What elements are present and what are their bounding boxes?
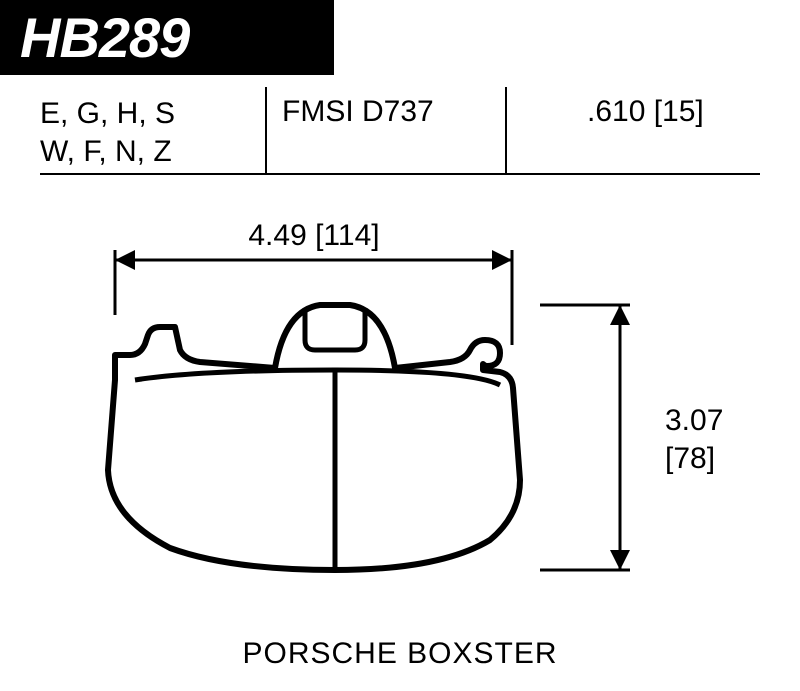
height-label-2: [78] [665,442,715,475]
thickness-spec: .610 [15] [587,95,704,129]
page-root: HB289 E, G, H, S W, F, N, Z FMSI D737 .6… [0,0,800,691]
brake-pad-shape [108,305,520,570]
compound-codes: E, G, H, S W, F, N, Z [40,95,260,170]
height-label-1: 3.07 [665,404,723,437]
fmsi-code: FMSI D737 [282,95,434,129]
codes-line-2: W, F, N, Z [40,133,260,171]
divider-1 [265,87,267,175]
part-header: HB289 [0,0,334,75]
spec-row: E, G, H, S W, F, N, Z FMSI D737 .610 [15… [40,95,760,175]
diagram-area: 4.49 [114] 3.07 [78] [0,200,800,630]
height-dimension: 3.07 [78] [540,305,723,570]
divider-2 [505,87,507,175]
part-number: HB289 [20,5,189,70]
brake-pad-diagram: 4.49 [114] 3.07 [78] [0,200,800,630]
width-label: 4.49 [114] [248,219,379,252]
codes-line-1: E, G, H, S [40,95,260,133]
vehicle-caption: PORSCHE BOXSTER [0,637,800,671]
